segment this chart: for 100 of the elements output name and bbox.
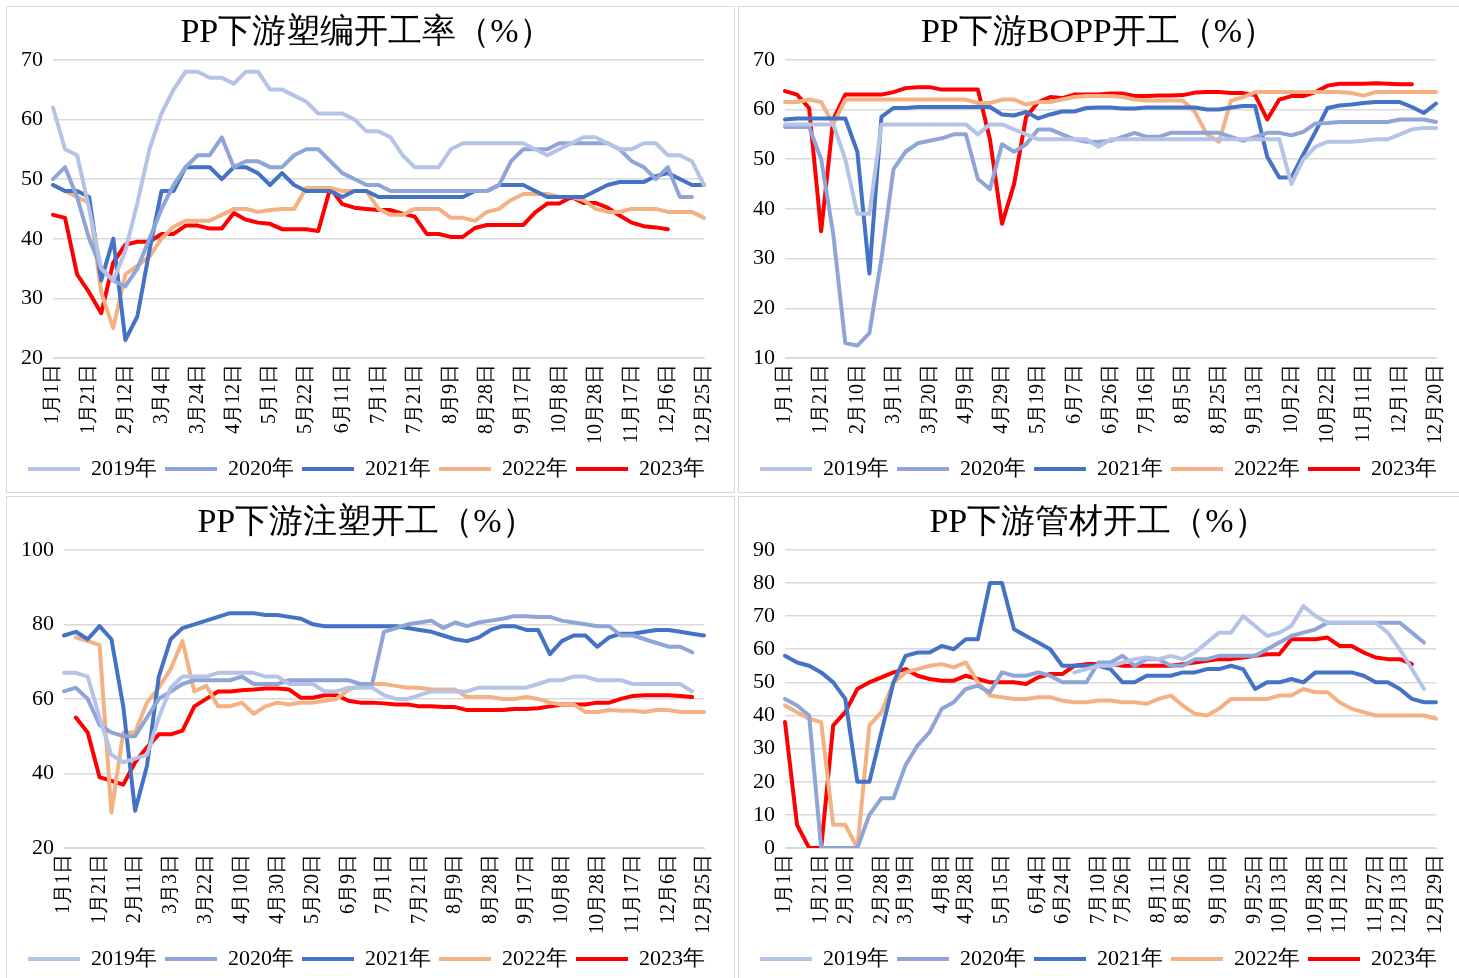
y-tick-label: 10	[753, 343, 775, 369]
x-tick-label: 4月28日	[953, 854, 976, 924]
legend-label: 2022年	[502, 454, 568, 480]
y-tick-label: 30	[21, 284, 43, 310]
legend-label: 2022年	[1234, 944, 1300, 970]
x-tick-label: 10月28日	[584, 854, 607, 934]
x-tick-label: 12月6日	[655, 364, 678, 434]
x-tick-label: 8月28日	[477, 854, 500, 924]
x-tick-label: 10月2日	[1278, 364, 1301, 434]
x-tick-label: 10月8日	[546, 364, 569, 434]
x-tick-label: 5月22日	[293, 364, 316, 434]
x-tick-label: 12月20日	[1423, 364, 1446, 444]
x-tick-label: 7月1日	[371, 854, 394, 914]
x-tick-label: 10月28日	[1302, 854, 1325, 934]
legend-label: 2021年	[365, 944, 431, 970]
x-tick-label: 10月13日	[1266, 854, 1289, 934]
x-tick-label: 7月1日	[365, 364, 388, 424]
x-tick-label: 9月13日	[1242, 364, 1265, 434]
x-tick-label: 11月17日	[618, 364, 641, 444]
legend-label: 2019年	[91, 944, 157, 970]
x-tick-label: 10月8日	[549, 854, 572, 924]
y-tick-label: 50	[21, 164, 43, 190]
x-tick-label: 11月11日	[1350, 364, 1373, 443]
x-tick-label: 10月22日	[1314, 364, 1337, 444]
y-tick-label: 80	[32, 610, 54, 636]
legend-label: 2019年	[91, 454, 157, 480]
y-tick-label: 100	[21, 535, 54, 561]
x-tick-label: 5月1日	[257, 364, 280, 424]
x-tick-label: 3月1日	[880, 364, 903, 424]
x-tick-label: 11月17日	[620, 854, 643, 934]
x-tick-label: 12月6日	[655, 854, 678, 924]
y-tick-label: 60	[753, 95, 775, 121]
x-tick-label: 3月22日	[193, 854, 216, 924]
legend-label: 2019年	[823, 454, 889, 480]
y-tick-label: 70	[753, 601, 775, 627]
x-tick-label: 3月24日	[184, 364, 207, 434]
x-tick-label: 8月9日	[442, 854, 465, 914]
y-tick-label: 40	[753, 194, 775, 220]
y-tick-label: 40	[32, 759, 54, 785]
legend-label: 2020年	[960, 454, 1026, 480]
x-tick-label: 4月30日	[264, 854, 287, 924]
x-tick-label: 8月11日	[1145, 854, 1168, 924]
y-tick-label: 50	[753, 668, 775, 694]
x-tick-label: 8月26日	[1170, 854, 1193, 924]
x-tick-label: 12月1日	[1387, 364, 1410, 434]
chart-title: PP下游管材开工（%）	[929, 502, 1268, 540]
chart-title: PP下游塑编开工率（%）	[180, 12, 553, 50]
x-tick-label: 4月12日	[221, 364, 244, 434]
x-tick-label: 7月16日	[1133, 364, 1156, 434]
y-tick-label: 60	[32, 684, 54, 710]
legend-label: 2023年	[1371, 944, 1437, 970]
legend-label: 2022年	[502, 944, 568, 970]
y-tick-label: 20	[32, 833, 54, 859]
x-tick-label: 1月1日	[772, 364, 795, 424]
x-tick-label: 8月25日	[1206, 364, 1229, 434]
chart-title: PP下游注塑开工（%）	[197, 502, 536, 540]
x-tick-label: 1月1日	[40, 364, 63, 424]
y-tick-label: 60	[21, 105, 43, 131]
y-tick-label: 20	[753, 767, 775, 793]
x-tick-label: 12月25日	[691, 854, 714, 934]
x-tick-label: 1月1日	[51, 854, 74, 914]
x-tick-label: 6月9日	[335, 854, 358, 914]
x-tick-label: 11月12日	[1326, 854, 1349, 934]
x-tick-label: 4月9日	[953, 364, 976, 424]
x-tick-label: 2月28日	[868, 854, 891, 924]
y-tick-label: 80	[753, 568, 775, 594]
x-tick-label: 5月20日	[300, 854, 323, 924]
x-tick-label: 7月21日	[406, 854, 429, 924]
y-tick-label: 40	[753, 701, 775, 727]
legend-label: 2022年	[1234, 454, 1300, 480]
x-tick-label: 2月11日	[122, 854, 145, 924]
x-tick-label: 2月12日	[112, 364, 135, 434]
x-tick-label: 12月25日	[691, 364, 714, 444]
legend-label: 2021年	[365, 454, 431, 480]
x-tick-label: 6月26日	[1097, 364, 1120, 434]
x-tick-label: 1月21日	[86, 854, 109, 924]
x-tick-label: 11月27日	[1362, 854, 1385, 934]
x-tick-label: 10月28日	[582, 364, 605, 444]
legend-label: 2020年	[960, 944, 1026, 970]
legend-label: 2020年	[228, 944, 294, 970]
y-tick-label: 10	[753, 800, 775, 826]
legend-label: 2021年	[1097, 944, 1163, 970]
legend-label: 2023年	[639, 454, 705, 480]
chart-title: PP下游BOPP开工（%）	[920, 12, 1277, 50]
x-tick-label: 1月21日	[76, 364, 99, 434]
x-tick-label: 5月15日	[989, 854, 1012, 924]
x-tick-label: 6月24日	[1049, 854, 1072, 924]
x-tick-label: 3月4日	[148, 364, 171, 424]
x-tick-label: 3月20日	[916, 364, 939, 434]
x-tick-label: 5月19日	[1025, 364, 1048, 434]
x-tick-label: 4月29日	[989, 364, 1012, 434]
x-tick-label: 6月4日	[1025, 854, 1048, 914]
x-tick-label: 3月3日	[157, 854, 180, 914]
x-tick-label: 8月9日	[438, 364, 461, 424]
x-tick-label: 9月17日	[510, 364, 533, 434]
x-tick-label: 7月21日	[401, 364, 424, 434]
x-tick-label: 3月19日	[892, 854, 915, 924]
y-tick-label: 30	[753, 734, 775, 760]
x-tick-label: 7月26日	[1109, 854, 1132, 924]
x-tick-label: 1月1日	[772, 854, 795, 914]
